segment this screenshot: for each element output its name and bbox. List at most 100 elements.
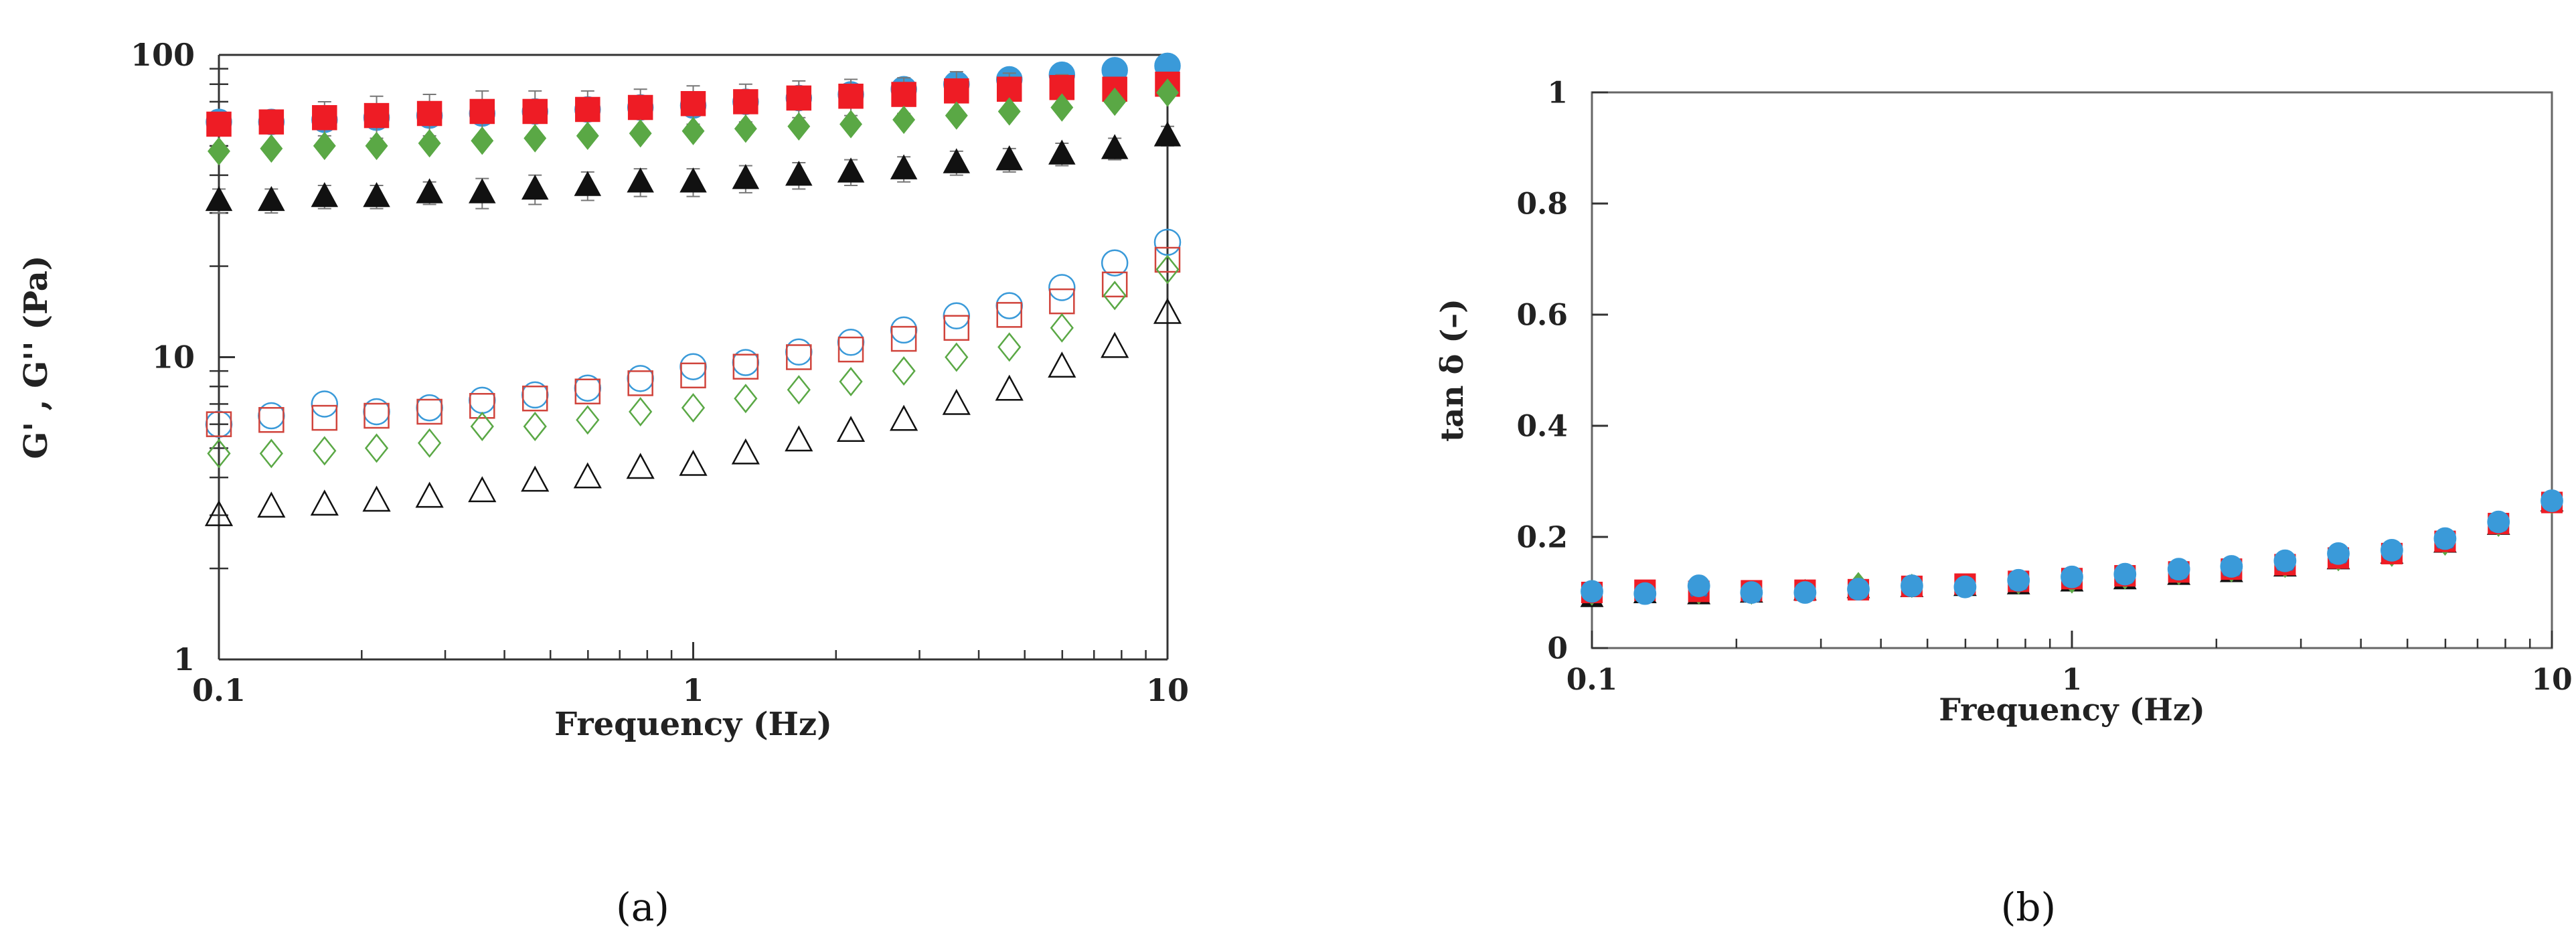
data-point-series-6 [364, 433, 389, 463]
data-point-series-4 [311, 390, 339, 418]
data-point-series-4 [890, 316, 918, 344]
data-point-series-1 [944, 78, 969, 104]
data-point-series-7 [1101, 331, 1129, 358]
data-point-series-1 [627, 94, 653, 121]
data-point-series-6 [892, 356, 916, 386]
data-point-series-6 [313, 436, 337, 466]
data-point-series-7 [785, 425, 813, 452]
data-point-series-7 [362, 485, 391, 512]
data-point-series-4 [2061, 565, 2083, 588]
data-point-series-3 [416, 178, 443, 204]
data-point-series-4 [2007, 568, 2030, 592]
y-tick-label: 0.6 [1516, 298, 1568, 332]
data-point-series-6 [945, 342, 969, 372]
y-tick-label: 0.4 [1516, 409, 1568, 443]
data-point-series-2 [734, 114, 757, 143]
data-point-series-6 [259, 439, 283, 469]
data-point-series-7 [521, 465, 550, 492]
data-point-series-6 [681, 393, 706, 423]
data-point-series-2 [945, 101, 968, 130]
data-point-series-3 [732, 164, 760, 189]
data-point-series-7 [310, 489, 339, 516]
data-point-series-4 [1633, 582, 1657, 605]
data-point-series-4 [1793, 581, 1817, 604]
data-point-series-4 [1847, 578, 1870, 601]
data-point-series-4 [627, 365, 654, 392]
data-point-series-1 [838, 83, 864, 109]
data-point-series-3 [943, 148, 971, 173]
data-point-series-4 [995, 292, 1023, 319]
data-point-series-6 [523, 411, 547, 441]
data-point-series-7 [626, 453, 655, 479]
data-point-series-3 [785, 161, 813, 186]
data-point-series-2 [787, 112, 811, 141]
data-point-series-5 [732, 353, 759, 380]
x-tick-label: 1 [682, 672, 704, 708]
data-point-series-7 [257, 491, 286, 518]
data-point-series-4 [2541, 489, 2563, 512]
data-point-series-6 [839, 367, 863, 397]
data-point-series-3 [837, 157, 865, 183]
data-point-series-6 [1155, 254, 1180, 285]
data-point-series-2 [576, 121, 599, 151]
data-point-series-2 [471, 127, 494, 155]
data-point-series-4 [363, 398, 390, 426]
data-point-series-4 [1048, 274, 1076, 301]
data-point-series-4 [1900, 574, 1923, 597]
data-point-series-5 [416, 398, 442, 425]
y-tick-label: 10 [152, 339, 195, 376]
data-point-series-4 [785, 338, 813, 366]
data-point-series-3 [311, 181, 339, 208]
data-point-series-1 [891, 82, 916, 107]
data-point-series-6 [1103, 281, 1127, 311]
data-point-series-6 [629, 396, 653, 426]
data-point-series-4 [469, 386, 496, 414]
data-point-series-2 [1156, 78, 1179, 107]
data-point-series-4 [2273, 549, 2297, 572]
data-point-series-2 [208, 137, 230, 166]
data-point-series-4 [2487, 510, 2510, 534]
data-point-series-5 [786, 344, 812, 370]
x-axis-title: Frequency (Hz) [1939, 692, 2205, 728]
data-point-series-4 [1101, 249, 1129, 276]
data-point-series-1 [680, 91, 706, 116]
data-point-series-6 [470, 411, 494, 441]
data-point-series-6 [418, 428, 442, 458]
data-point-series-2 [260, 134, 283, 163]
data-point-series-3 [1101, 134, 1129, 159]
data-point-series-4 [2327, 542, 2350, 565]
x-tick-label: 1 [2062, 663, 2083, 697]
data-point-series-3 [205, 185, 233, 212]
y-tick-label: 1 [1547, 76, 1568, 110]
data-point-series-5 [206, 411, 232, 437]
y-tick-label: 0.8 [1516, 187, 1568, 221]
data-point-series-5 [1154, 246, 1181, 273]
data-point-series-7 [836, 416, 866, 442]
data-point-series-5 [311, 404, 338, 431]
data-point-series-3 [679, 167, 707, 193]
data-point-series-5 [364, 402, 390, 429]
data-point-series-2 [629, 119, 652, 148]
data-point-series-5 [890, 325, 917, 352]
data-point-series-1 [786, 85, 812, 111]
data-point-series-1 [364, 102, 390, 129]
data-point-series-2 [681, 116, 705, 145]
data-point-series-5 [837, 336, 864, 363]
data-point-series-5 [680, 362, 706, 389]
data-point-series-4 [2167, 558, 2190, 581]
data-point-series-5 [469, 393, 495, 419]
data-point-series-4 [2380, 539, 2403, 562]
data-point-series-7 [1048, 351, 1076, 378]
data-point-series-7 [731, 438, 760, 465]
data-point-series-6 [576, 405, 600, 435]
data-point-series-3 [1048, 139, 1076, 165]
data-point-series-3 [995, 145, 1023, 171]
data-point-series-2 [1103, 87, 1127, 116]
data-point-series-5 [521, 385, 548, 412]
data-point-series-7 [415, 481, 444, 508]
data-point-series-2 [997, 97, 1021, 126]
data-point-series-3 [574, 171, 602, 196]
